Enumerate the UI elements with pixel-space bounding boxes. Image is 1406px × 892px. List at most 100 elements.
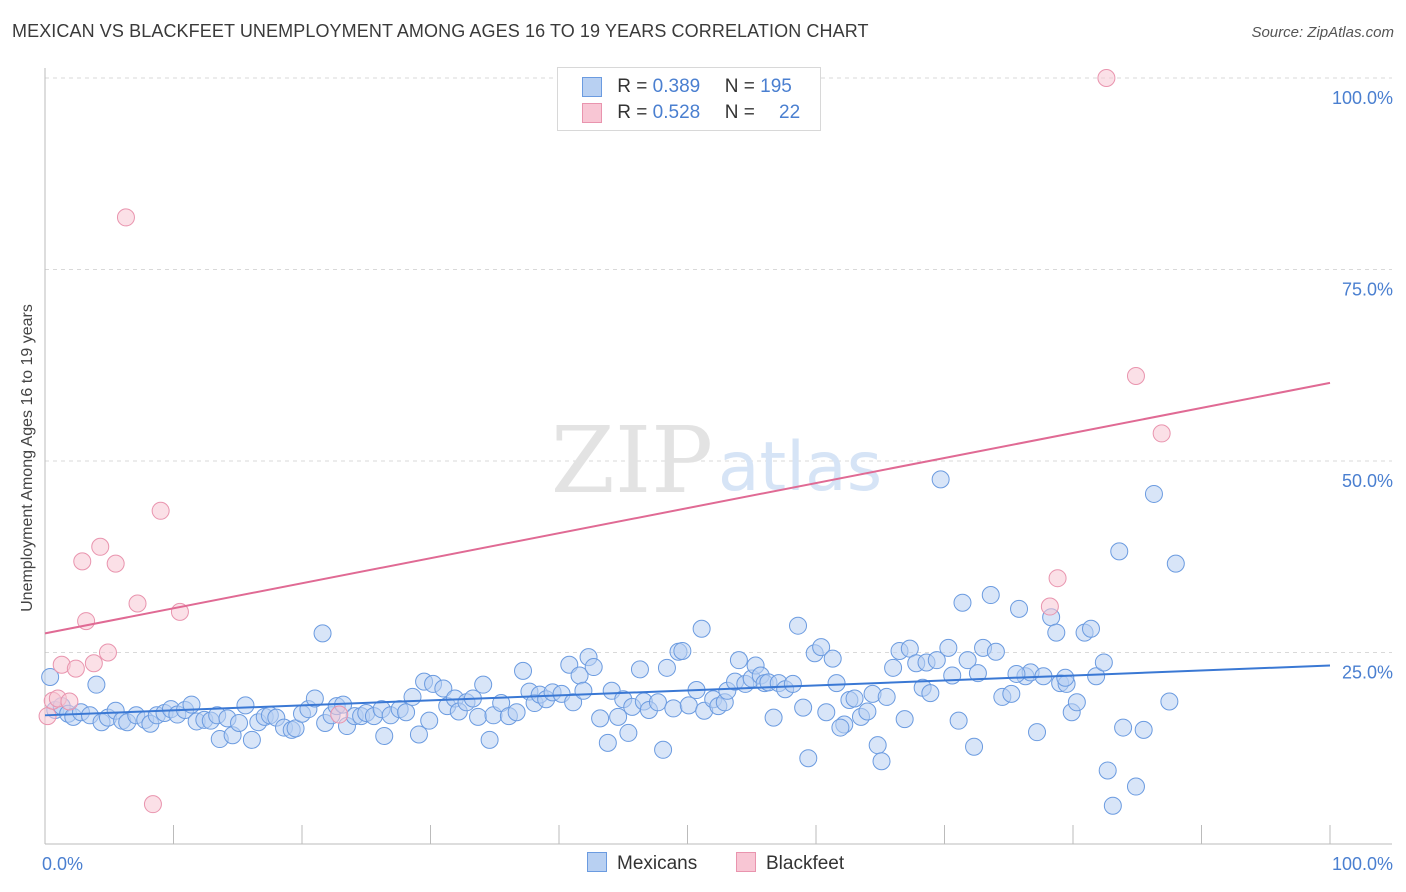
y-tick-label: 25.0%	[1342, 663, 1393, 683]
mexicans-point	[927, 651, 946, 670]
legend-swatch-blackfeet	[582, 102, 602, 123]
legend-n-label: N =	[724, 76, 755, 97]
mexicans-point	[434, 679, 453, 698]
mexicans-point	[831, 718, 850, 737]
mexicans-point	[236, 696, 255, 715]
blackfeet-point	[73, 552, 92, 571]
y-tick-label: 50.0%	[1342, 471, 1393, 491]
blackfeet-point	[143, 795, 162, 814]
mexicans-point	[877, 687, 896, 706]
mexicans-point	[986, 642, 1005, 661]
mexicans-point	[1144, 484, 1163, 503]
y-tick-label: 75.0%	[1342, 280, 1393, 300]
mexicans-point	[375, 726, 394, 745]
mexicans-point	[564, 693, 583, 712]
legend-n-label: N =	[724, 102, 755, 123]
mexicans-point	[474, 675, 493, 694]
mexicans-point	[507, 703, 526, 722]
gridlines	[45, 77, 1392, 653]
mexicans-point	[953, 593, 972, 612]
mexicans-point	[921, 684, 940, 703]
bottom-legend-blackfeet: Blackfeet	[736, 852, 844, 875]
x-tick-label: 100.0%	[1332, 854, 1393, 874]
blackfeet-point	[1097, 69, 1116, 87]
mexicans-point	[1028, 723, 1047, 742]
series-blackfeet	[38, 69, 1171, 814]
legend: R = 0.389 N = 195 R = 0.528 N = 22	[557, 67, 821, 131]
legend-n-value-mexicans: 195	[760, 76, 792, 97]
mexicans-point	[609, 707, 628, 726]
mexicans-point	[1067, 693, 1086, 712]
mexicans-point	[480, 730, 499, 749]
mexicans-point	[403, 687, 422, 706]
mexicans-point	[305, 689, 324, 708]
mexicans-point	[1010, 599, 1029, 618]
mexicans-point	[827, 674, 846, 693]
mexicans-point	[1110, 542, 1129, 561]
bottom-legend-label-mexicans: Mexicans	[617, 853, 698, 874]
blackfeet-point	[128, 594, 147, 613]
mexicans-point	[409, 725, 428, 744]
mexicans-point	[591, 709, 610, 728]
legend-r-label: R =	[617, 102, 648, 123]
mexicans-point	[664, 699, 683, 718]
y-axis-label: Unemployment Among Ages 16 to 19 years	[19, 304, 36, 612]
legend-row-blackfeet: R = 0.528 N = 22	[582, 102, 800, 126]
mexicans-point	[619, 723, 638, 742]
mexicans-point	[313, 624, 332, 643]
mexicans-point	[1081, 619, 1100, 638]
blackfeet-point	[91, 537, 110, 556]
mexicans-point	[469, 707, 488, 726]
blackfeet-point	[106, 554, 125, 573]
mexicans-point	[943, 666, 962, 685]
mexicans-point	[868, 736, 887, 755]
y-tick-label: 100.0%	[1332, 88, 1393, 108]
mexicans-point	[692, 619, 711, 638]
mexicans-point	[858, 702, 877, 721]
mexicans-point	[939, 638, 958, 657]
mexicans-point	[823, 649, 842, 668]
mexicans-point	[968, 664, 987, 683]
mexicans-point	[1126, 777, 1145, 796]
mexicans-point	[1002, 684, 1021, 703]
bottom-legend-label-blackfeet: Blackfeet	[766, 853, 845, 874]
mexicans-point	[574, 681, 593, 700]
trend-line-blackfeet	[44, 381, 1331, 635]
watermark-atlas: atlas	[718, 428, 882, 507]
mexicans-point	[1087, 667, 1106, 686]
blackfeet-point	[60, 692, 79, 711]
mexicans-point	[1007, 664, 1026, 683]
legend-row-mexicans: R = 0.389 N = 195	[582, 76, 792, 100]
mexicans-point	[817, 703, 836, 722]
blackfeet-point	[1126, 366, 1145, 385]
mexicans-point	[657, 658, 676, 677]
source-label: Source: ZipAtlas.com	[1251, 24, 1394, 41]
mexicans-point	[799, 749, 818, 768]
mexicans-point	[949, 711, 968, 730]
mexicans-point	[420, 711, 439, 730]
bottom-legend-swatch-mexicans	[587, 852, 607, 872]
mexicans-point	[242, 730, 261, 749]
legend-r-value-blackfeet: 0.528	[652, 102, 701, 123]
series-mexicans	[41, 470, 1185, 815]
blackfeet-point	[1040, 597, 1059, 616]
mexicans-point	[958, 651, 977, 670]
mexicans-point	[845, 689, 864, 708]
blackfeet-point	[151, 501, 170, 520]
legend-n-value-blackfeet: 22	[779, 102, 801, 123]
bottom-legend-swatch-blackfeet	[736, 852, 756, 872]
mexicans-point	[783, 674, 802, 693]
mexicans-point	[965, 737, 984, 756]
mexicans-point	[1056, 668, 1075, 687]
mexicans-point	[981, 586, 1000, 605]
blackfeet-point	[66, 659, 85, 678]
mexicans-point	[794, 698, 813, 717]
mexicans-point	[764, 708, 783, 727]
mexicans-point	[630, 660, 649, 679]
mexicans-point	[1166, 554, 1185, 573]
mexicans-point	[87, 675, 106, 694]
mexicans-point	[895, 710, 914, 729]
axes	[44, 68, 1392, 845]
x-tick-label: 0.0%	[42, 854, 83, 874]
